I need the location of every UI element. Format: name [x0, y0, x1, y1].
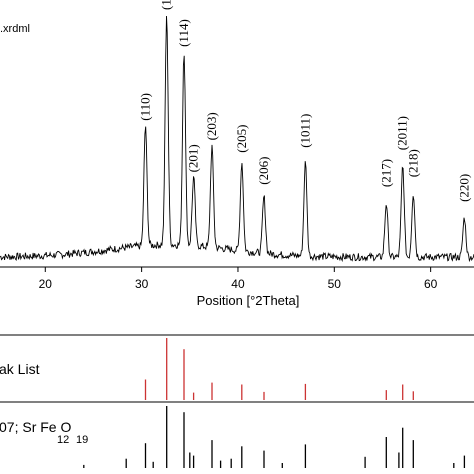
x-tick-label: 50: [328, 277, 342, 291]
peak-label: (203): [204, 112, 219, 140]
x-tick-label: 60: [424, 277, 438, 291]
x-axis-title: Position [°2Theta]: [197, 293, 300, 308]
x-tick-label: 30: [135, 277, 149, 291]
peak-label: (107): [159, 0, 174, 10]
pattern-line: [0, 15, 474, 263]
peak-label: (220): [456, 174, 471, 202]
reference-label: 07; Sr Fe O: [0, 419, 71, 435]
peak-label: (1011): [297, 114, 312, 148]
peak-list-bars: [144, 338, 414, 400]
peak-label: (206): [256, 157, 271, 185]
reference-panel: 07; Sr Fe O 12 19: [0, 406, 466, 468]
reference-bars: [83, 406, 466, 468]
peak-label: (205): [234, 125, 249, 153]
x-tick-label: 20: [39, 277, 53, 291]
x-tick-label: 40: [231, 277, 245, 291]
subscript-12: 12: [57, 434, 69, 446]
diffraction-plot: 20 30 40 50 60 (110) (107)(114) (201)(203) (205…: [0, 0, 474, 308]
subscript-19: 19: [76, 434, 88, 446]
peak-labels: (110) (107)(114) (201)(203) (205) (206) (1011…: [138, 0, 472, 202]
peak-label: (2011): [395, 116, 410, 150]
peak-list-panel: ak List: [0, 338, 414, 400]
peak-label: (218): [405, 149, 420, 177]
peak-label: (110): [138, 93, 153, 121]
x-axis-ticks: 20 30 40 50 60: [39, 267, 438, 291]
file-name-label: .xrdml: [0, 23, 30, 35]
peak-label: (201): [186, 144, 201, 172]
peak-label: (217): [378, 159, 393, 187]
peak-list-label: ak List: [0, 361, 40, 377]
peak-label: (114): [176, 19, 191, 47]
